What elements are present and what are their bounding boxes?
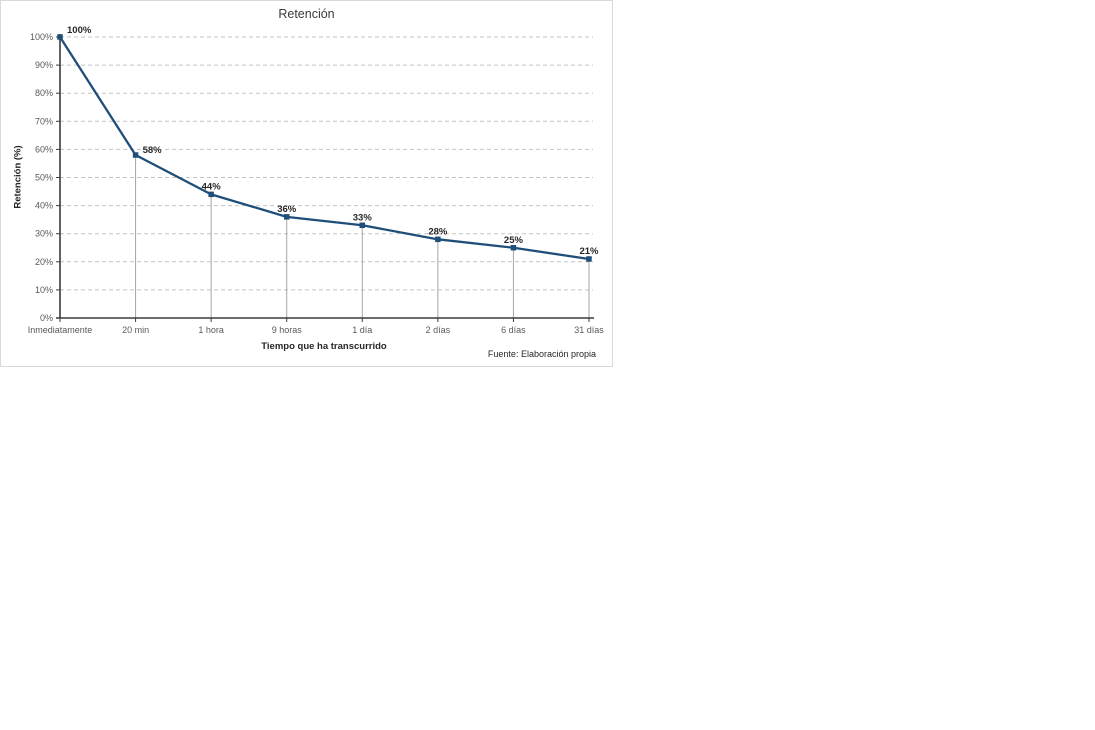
y-tick-label: 10%	[35, 285, 53, 295]
data-point-marker	[435, 236, 441, 243]
y-tick-label: 90%	[35, 60, 53, 70]
source-note: Fuente: Elaboración propia	[487, 349, 596, 359]
data-point-marker	[208, 191, 214, 198]
retention-chart: 0% 10% 20% 30% 40% 50% 60% 70% 80% 90% 100% Inmedia…	[0, 0, 613, 367]
data-label: 25%	[504, 235, 524, 246]
plot-svg: 0% 10% 20% 30% 40% 50% 60% 70% 80% 90% 100% Inmedia…	[28, 25, 605, 335]
x-tick-label: Inmediatamente	[28, 325, 93, 335]
y-tick-label: 100%	[30, 32, 53, 42]
y-tick-label: 20%	[35, 257, 53, 267]
y-tick-label: 30%	[35, 229, 53, 239]
data-point-marker	[283, 214, 290, 220]
x-tick-label: 2 días	[426, 325, 451, 335]
y-tick-label: 80%	[35, 88, 53, 98]
x-tick-label: 1 hora	[198, 325, 224, 335]
data-label: 100%	[67, 25, 92, 36]
x-tick-label: 31 días	[574, 325, 604, 335]
y-tick-label: 0%	[40, 313, 53, 323]
data-point-marker	[57, 34, 63, 40]
y-tick-label: 70%	[35, 116, 53, 126]
x-tick-label: 6 días	[501, 325, 526, 335]
y-tick-label: 40%	[35, 201, 53, 211]
data-point-marker	[586, 256, 592, 262]
data-label: 21%	[579, 246, 599, 257]
data-label: 44%	[202, 181, 222, 192]
y-tick-label: 60%	[35, 144, 53, 154]
chart-title: Retención	[278, 7, 335, 21]
data-label: 58%	[143, 145, 163, 156]
data-label: 28%	[428, 226, 448, 237]
series-line	[58, 35, 591, 261]
y-tick-label: 50%	[35, 173, 53, 183]
x-tick-label: 9 horas	[272, 325, 303, 335]
x-tick-label: 1 día	[352, 325, 372, 335]
data-label: 33%	[353, 212, 373, 223]
x-tick-label: 20 min	[122, 325, 149, 335]
data-point-marker	[510, 245, 517, 251]
x-axis-title: Tiempo que ha transcurrido	[261, 341, 387, 352]
y-axis-title: Retención (%)	[12, 145, 24, 209]
data-point-marker	[359, 222, 366, 229]
data-label: 36%	[277, 204, 297, 215]
data-point-marker	[132, 152, 139, 158]
